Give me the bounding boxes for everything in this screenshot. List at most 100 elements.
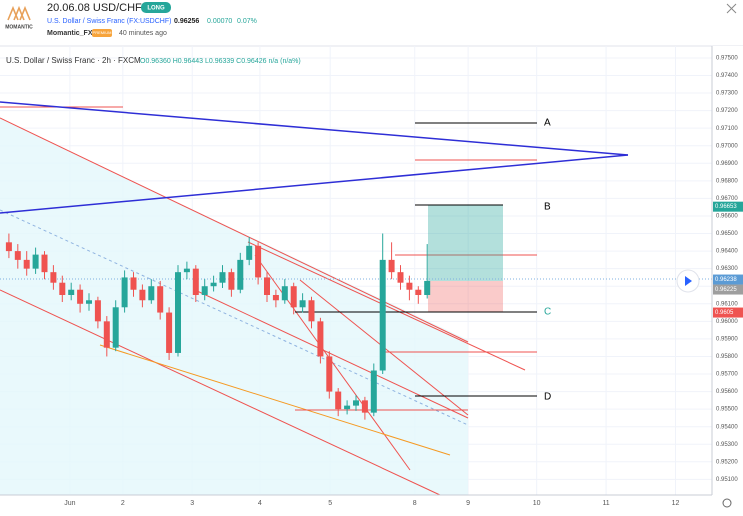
candle-body	[370, 370, 377, 413]
candle-body	[77, 289, 84, 304]
annotation: C	[544, 307, 551, 318]
symbol[interactable]: U.S. Dollar / Swiss Franc (FX:USDCHF)	[47, 18, 171, 25]
x-tick-label: 9	[466, 500, 470, 507]
x-tick-label: 12	[672, 500, 680, 507]
settings-button[interactable]	[722, 498, 732, 508]
price-tag-label: 0.96225	[715, 287, 737, 293]
candle-body	[344, 405, 351, 410]
y-tick-label: 0.96500	[716, 231, 738, 237]
y-tick-label: 0.95700	[716, 372, 738, 378]
candle-body	[415, 289, 422, 295]
y-tick-label: 0.95100	[716, 477, 738, 483]
y-tick-label: 0.97100	[716, 126, 738, 132]
trend-line	[247, 241, 526, 371]
y-tick-label: 0.97000	[716, 143, 738, 149]
x-tick-label: Jun	[64, 500, 75, 507]
candle-body	[335, 391, 342, 410]
play-icon	[685, 276, 692, 286]
x-tick-label: 4	[258, 500, 262, 507]
candle-body	[5, 242, 12, 252]
logo-icon	[7, 5, 31, 21]
price-tag	[713, 201, 743, 212]
candle-body	[406, 282, 413, 290]
header: MOMANTIC 20.06.08 USD/CHF LONG U.S. Doll…	[5, 2, 737, 37]
y-tick-label: 0.96300	[716, 266, 738, 272]
candle-body	[246, 245, 253, 260]
candle-body	[183, 268, 190, 273]
candle-body	[281, 286, 288, 301]
candle-body	[272, 294, 279, 301]
long-stop	[428, 281, 503, 312]
candle-body	[14, 251, 21, 260]
annotation: A	[544, 118, 551, 129]
y-tick-label: 0.95400	[716, 424, 738, 430]
candle-body	[41, 254, 48, 273]
candle-body	[130, 277, 137, 290]
candle-body	[255, 245, 262, 278]
y-tick-label: 0.96100	[716, 301, 738, 307]
candle-body	[397, 272, 404, 283]
candle-body	[59, 282, 66, 295]
y-tick-label: 0.95200	[716, 459, 738, 465]
close-button[interactable]	[726, 3, 737, 14]
price-tag-label: 0.96653	[715, 204, 737, 210]
candle-body	[121, 277, 128, 308]
axes: 0.95100 0.95200 0.95300 0.95400 0.95500 0.956…	[64, 56, 743, 507]
y-tick-label: 0.97400	[716, 73, 738, 79]
candle-body	[353, 400, 359, 406]
candle-body	[192, 268, 199, 295]
candle-body	[228, 272, 235, 290]
y-tick-label: 0.95500	[716, 407, 738, 413]
x-tick-label: 5	[328, 500, 332, 507]
annotation: D	[544, 392, 551, 403]
y-tick-label: 0.96000	[716, 319, 738, 325]
candle-body	[103, 321, 110, 348]
candle-body	[308, 300, 315, 322]
candles	[5, 233, 431, 420]
candle-body	[264, 277, 270, 295]
x-tick-label: 3	[190, 500, 194, 507]
trend-line	[0, 101, 629, 156]
candle-body	[317, 321, 324, 357]
candle-body	[23, 259, 30, 269]
y-tick-label: 0.97300	[716, 91, 738, 97]
trend-line	[0, 209, 469, 426]
price-tag-label: 0.9605	[715, 310, 734, 316]
trend-line	[194, 289, 469, 419]
candle-body	[32, 254, 39, 269]
trend-line	[0, 154, 629, 214]
price-tag	[713, 307, 743, 318]
chart-title: U.S. Dollar / Swiss Franc · 2h · FXCM	[6, 56, 141, 65]
y-tick-label: 0.96400	[716, 249, 738, 255]
drawings: A B C D	[0, 101, 712, 496]
candle-body	[219, 272, 226, 283]
trend-line	[99, 344, 451, 456]
candle-body	[86, 300, 92, 304]
trend-line	[0, 117, 469, 343]
candle-body	[237, 259, 244, 290]
x-tick-label: 11	[602, 500, 609, 507]
candle-body	[112, 307, 119, 348]
candle-body	[201, 286, 208, 295]
candle-body	[326, 356, 333, 392]
badge: LONG	[147, 6, 165, 12]
y-tick-label: 0.96600	[716, 214, 738, 220]
y-tick-label: 0.97500	[716, 56, 738, 62]
channel-fill	[0, 118, 468, 495]
y-tick-label: 0.95600	[716, 389, 738, 395]
ohlc-legend: O0.96360 H0.96443 L0.96339 C0.96426 n/a …	[140, 58, 301, 65]
candle-body	[210, 282, 217, 287]
y-tick-label: 0.95300	[716, 442, 738, 448]
candle-body	[361, 400, 368, 413]
price: 0.96256	[174, 18, 199, 25]
candle-body	[166, 312, 173, 353]
x-tick-label: 8	[413, 500, 417, 507]
y-tick-label: 0.97200	[716, 108, 738, 114]
change-pct: 0.07%	[237, 18, 257, 25]
author[interactable]: Momantic_FX	[47, 30, 93, 37]
candle-body	[424, 280, 431, 295]
candle-body	[175, 272, 181, 353]
trend-line	[0, 289, 441, 496]
